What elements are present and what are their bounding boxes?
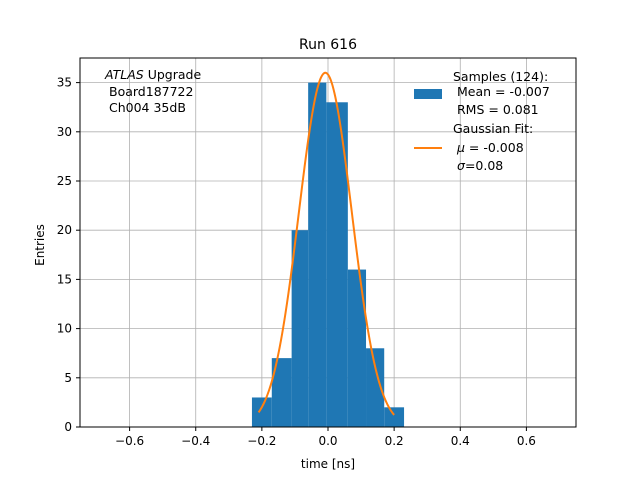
legend: Samples (124): Mean = -0.007 RMS = 0.081… xyxy=(414,69,550,173)
atlas-label: ATLAS xyxy=(104,67,144,82)
x-axis-ticks: −0.6 −0.4 −0.2 0.0 0.2 0.4 0.6 xyxy=(115,427,536,448)
x-tick-label-4: 0.2 xyxy=(385,434,404,448)
legend-sigma-symbol: σ xyxy=(457,158,466,173)
y-tick-label-6: 30 xyxy=(57,125,72,139)
x-axis-label: time [ns] xyxy=(301,457,355,471)
legend-samples-label: Samples (124): xyxy=(453,69,548,84)
legend-mean-label: Mean = -0.007 xyxy=(457,84,550,99)
y-tick-label-5: 25 xyxy=(57,174,72,188)
y-tick-label-1: 5 xyxy=(64,371,72,385)
legend-sigma-value: =0.08 xyxy=(465,158,503,173)
x-tick-label-0: −0.6 xyxy=(115,434,144,448)
svg-text:μ = -0.008: μ = -0.008 xyxy=(456,140,524,155)
legend-rms-label: RMS = 0.081 xyxy=(457,102,539,117)
histogram-bar-7 xyxy=(384,407,405,427)
chart-title: Run 616 xyxy=(299,37,357,53)
board-label: Board187722 xyxy=(109,84,193,99)
x-tick-label-6: 0.6 xyxy=(517,434,536,448)
legend-samples-swatch xyxy=(414,89,442,99)
y-tick-label-4: 20 xyxy=(57,223,72,237)
svg-text:σ=0.08: σ=0.08 xyxy=(457,158,503,173)
histogram-bar-2 xyxy=(291,230,309,427)
y-tick-label-7: 35 xyxy=(57,76,72,90)
atlas-annotation: ATLAS Upgrade Board187722 Ch004 35dB xyxy=(104,67,201,115)
svg-text:ATLAS Upgrade: ATLAS Upgrade xyxy=(104,67,201,82)
y-tick-label-0: 0 xyxy=(64,420,72,434)
x-tick-label-3: 0.0 xyxy=(318,434,337,448)
histogram-bar-0 xyxy=(251,397,272,427)
x-tick-label-1: −0.4 xyxy=(181,434,210,448)
y-axis-label: Entries xyxy=(33,224,47,266)
histogram-bar-6 xyxy=(366,348,385,427)
gaussian-fit-line xyxy=(257,71,395,416)
gaussian-fit-curve xyxy=(257,71,395,416)
x-tick-label-5: 0.4 xyxy=(451,434,470,448)
legend-mu-value: = -0.008 xyxy=(465,140,524,155)
y-tick-label-3: 15 xyxy=(57,272,72,286)
y-tick-label-2: 10 xyxy=(57,322,72,336)
legend-mu-symbol: μ xyxy=(456,140,465,155)
legend-fit-label: Gaussian Fit: xyxy=(453,121,533,136)
histogram-bar-4 xyxy=(326,102,348,427)
x-tick-label-2: −0.2 xyxy=(247,434,276,448)
upgrade-label: Upgrade xyxy=(144,67,202,82)
histogram-bars xyxy=(251,82,405,427)
histogram-bar-5 xyxy=(347,269,367,427)
histogram-bar-3 xyxy=(308,82,327,427)
y-axis-ticks: 0 5 10 15 20 25 30 35 xyxy=(57,76,80,434)
histogram-bar-1 xyxy=(271,358,292,427)
channel-label: Ch004 35dB xyxy=(109,100,186,115)
